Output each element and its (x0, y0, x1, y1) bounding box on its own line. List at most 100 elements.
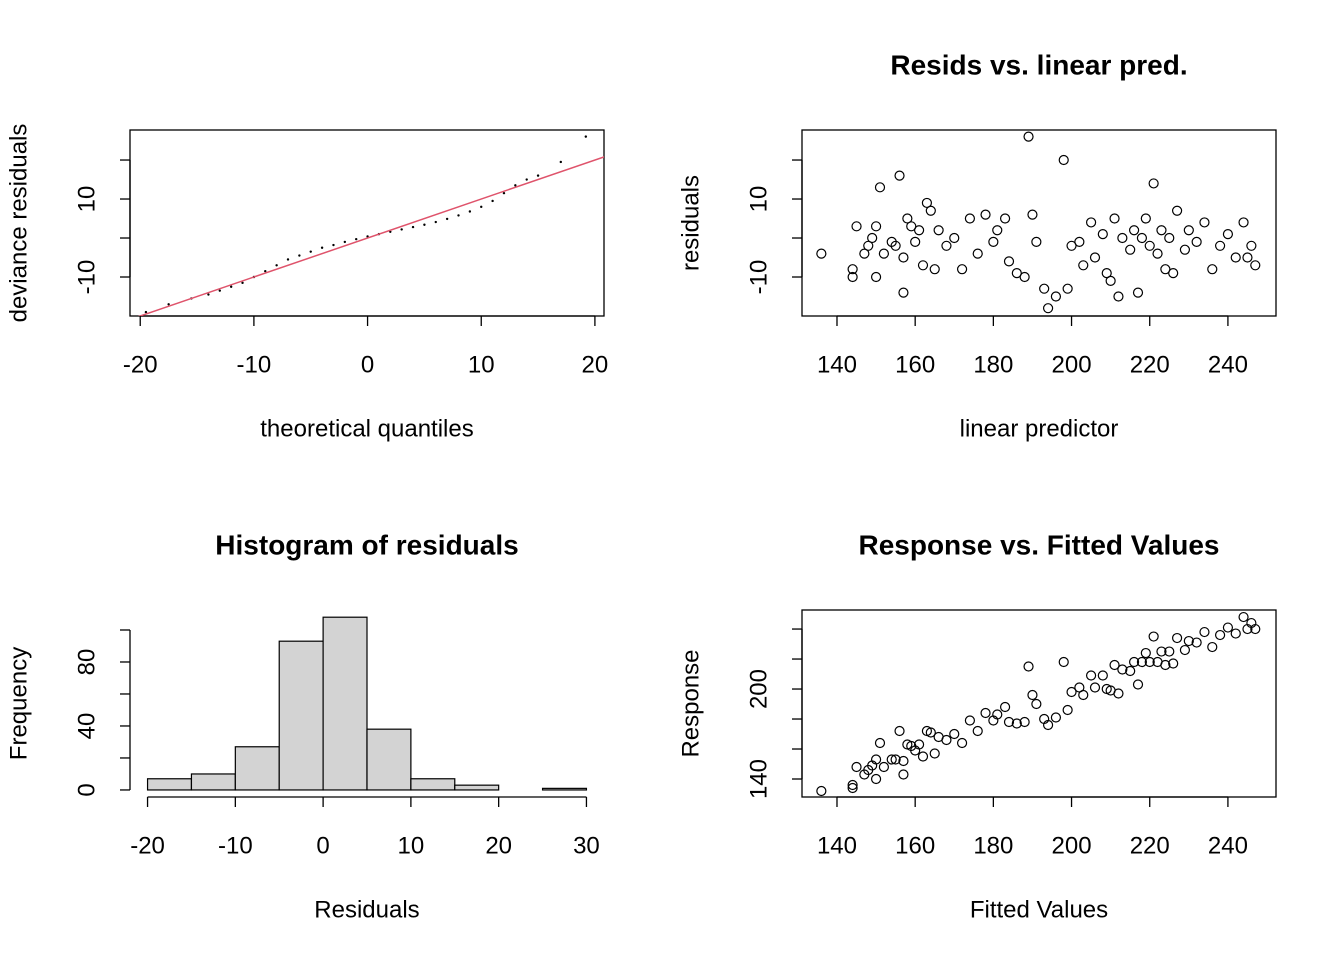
panel: Response vs. Fitted Values Fitted Values R… (677, 529, 1277, 923)
point (1222, 229, 1234, 240)
point (1011, 718, 1022, 729)
point (929, 748, 940, 759)
point (921, 197, 933, 209)
x-axis-title: Residuals (314, 896, 419, 923)
point (468, 210, 472, 213)
x-tick-label: -10 (218, 832, 253, 859)
point (878, 248, 889, 259)
point (1171, 205, 1183, 216)
point (894, 170, 905, 181)
point (434, 220, 437, 224)
point (1168, 658, 1179, 669)
point (1156, 646, 1167, 657)
point (1136, 656, 1148, 668)
point (514, 184, 517, 187)
point (1179, 644, 1191, 656)
point (972, 725, 983, 737)
point (890, 754, 901, 765)
point (1019, 271, 1030, 283)
x-tick-label: 180 (973, 832, 1013, 859)
point (1148, 178, 1159, 189)
point (941, 734, 952, 746)
point (913, 225, 925, 236)
point (902, 213, 913, 224)
point (913, 739, 925, 750)
x-tick-label: 0 (361, 351, 374, 378)
point (851, 761, 862, 773)
point (956, 264, 968, 275)
point (1144, 656, 1155, 668)
point (925, 727, 936, 738)
point (207, 293, 210, 296)
point (167, 303, 170, 306)
point (949, 728, 960, 740)
point (1066, 240, 1077, 251)
point (1242, 252, 1253, 263)
point (1031, 698, 1042, 710)
point (502, 191, 506, 195)
point (400, 228, 403, 231)
histogram-bar (322, 616, 368, 791)
point (1078, 260, 1089, 271)
histogram-bar (278, 640, 324, 791)
point (309, 250, 312, 253)
y-tick-label: -10 (745, 260, 772, 295)
point (1011, 268, 1022, 279)
points (816, 131, 1261, 314)
x-tick-label: 10 (398, 832, 425, 859)
x-tick-label: -20 (123, 351, 158, 378)
y-tick-label: 10 (745, 186, 772, 213)
point (890, 240, 901, 251)
point (275, 264, 278, 267)
point (1183, 635, 1194, 647)
point (1238, 611, 1249, 623)
point (933, 225, 944, 236)
point (1179, 244, 1191, 255)
x-tick-label: 220 (1130, 351, 1170, 378)
x-tick-label: -10 (237, 351, 272, 378)
point (1207, 641, 1218, 653)
point (1160, 264, 1171, 275)
point (1140, 647, 1151, 659)
point (949, 232, 960, 244)
point (1042, 719, 1054, 731)
point (1132, 287, 1144, 298)
point (1097, 229, 1108, 240)
point (1078, 689, 1089, 701)
y-tick-label: 200 (745, 669, 772, 709)
point (992, 709, 1003, 720)
point (1113, 291, 1124, 302)
y-tick-label: 40 (73, 713, 100, 740)
point (218, 289, 221, 292)
point (1062, 283, 1073, 294)
point (1039, 283, 1050, 294)
point (1085, 217, 1097, 228)
point (906, 221, 917, 232)
point (1023, 131, 1034, 142)
point (925, 205, 936, 216)
point (1058, 154, 1069, 166)
y-axis-title: Frequency (5, 647, 32, 760)
point (1250, 260, 1261, 271)
point (1125, 244, 1136, 255)
y-tick-label: -10 (73, 260, 100, 295)
y-axis-title: Response (677, 649, 704, 757)
x-tick-label: 140 (817, 351, 857, 378)
point (1101, 268, 1112, 279)
point (559, 160, 563, 164)
point (1050, 291, 1062, 302)
point (480, 205, 483, 209)
point (847, 264, 858, 275)
point (1199, 217, 1210, 228)
point (999, 213, 1011, 224)
point (525, 178, 528, 181)
panel: Histogram of residuals Residuals Frequency… (5, 529, 599, 923)
point (1074, 236, 1085, 248)
x-tick-label: 20 (582, 351, 609, 378)
point (1250, 623, 1261, 635)
y-tick-label: 80 (73, 649, 100, 676)
point (910, 236, 921, 248)
x-tick-label: -20 (130, 832, 165, 859)
panel-title: Response vs. Fitted Values (858, 529, 1219, 560)
